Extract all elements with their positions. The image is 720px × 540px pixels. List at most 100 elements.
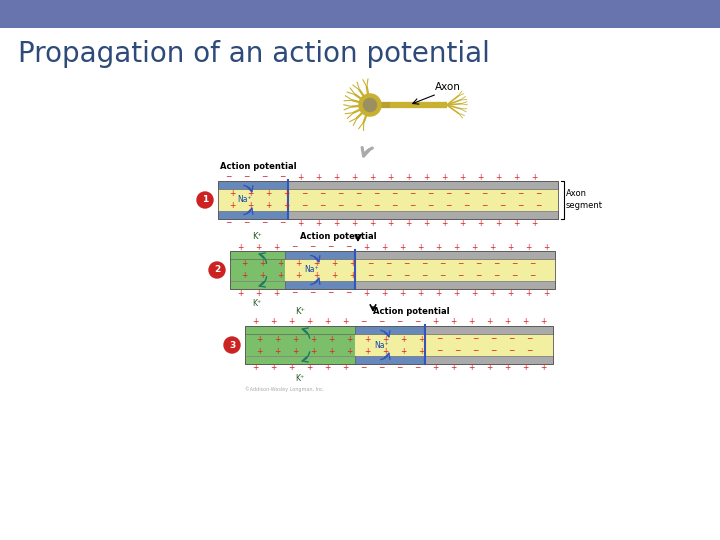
Text: +: + [274, 347, 280, 355]
Text: −: − [438, 272, 445, 280]
Text: +: + [477, 172, 483, 181]
Text: ©Addison-Wesley Longman, Inc.: ©Addison-Wesley Longman, Inc. [245, 386, 324, 391]
Text: +: + [471, 288, 477, 298]
Text: +: + [297, 219, 303, 227]
Text: +: + [453, 242, 459, 252]
Text: +: + [495, 172, 501, 181]
Text: −: − [291, 288, 297, 298]
Text: +: + [252, 318, 258, 327]
Text: +: + [292, 347, 298, 355]
Text: +: + [525, 242, 531, 252]
Text: −: − [360, 318, 366, 327]
Text: 1: 1 [202, 195, 208, 205]
Text: Na⁺: Na⁺ [374, 341, 390, 349]
Bar [245, 334, 355, 356]
Text: −: − [225, 219, 231, 227]
Text: +: + [399, 242, 405, 252]
Text: +: + [418, 347, 424, 355]
Bar [288, 211, 558, 219]
Text: +: + [513, 172, 519, 181]
Text: +: + [252, 363, 258, 373]
Text: +: + [531, 219, 537, 227]
Text: −: − [327, 288, 333, 298]
Text: −: − [301, 190, 307, 199]
Text: −: − [366, 272, 373, 280]
Text: −: − [378, 363, 384, 373]
Bar [218, 181, 558, 219]
Text: +: + [435, 288, 441, 298]
Bar [230, 259, 555, 281]
Text: +: + [450, 363, 456, 373]
Text: −: − [384, 272, 391, 280]
Bar [355, 356, 425, 364]
Text: +: + [405, 219, 411, 227]
Text: +: + [312, 272, 319, 280]
Text: −: − [454, 347, 460, 355]
Text: +: + [468, 363, 474, 373]
Bar [379, 102, 390, 108]
Text: Action potential: Action potential [300, 232, 377, 241]
Text: −: − [414, 318, 420, 327]
Text: −: − [535, 201, 541, 211]
Text: −: − [319, 190, 325, 199]
Text: +: + [310, 334, 316, 343]
Text: +: + [522, 318, 528, 327]
Bar [245, 334, 553, 356]
Text: −: − [481, 201, 487, 211]
Text: +: + [283, 190, 289, 199]
Text: −: − [492, 260, 499, 268]
Text: −: − [454, 334, 460, 343]
Bar [355, 251, 555, 259]
Text: +: + [507, 242, 513, 252]
Text: +: + [540, 363, 546, 373]
Circle shape [224, 337, 240, 353]
Text: +: + [306, 363, 312, 373]
Text: −: − [319, 201, 325, 211]
Text: −: − [337, 201, 343, 211]
Text: +: + [507, 288, 513, 298]
Text: +: + [382, 347, 388, 355]
Text: +: + [387, 219, 393, 227]
Text: −: − [517, 190, 523, 199]
Text: −: − [402, 272, 409, 280]
Text: +: + [417, 288, 423, 298]
Text: Na⁺: Na⁺ [305, 266, 319, 274]
Text: −: − [528, 260, 535, 268]
Bar [230, 281, 285, 289]
Bar [230, 251, 285, 259]
Text: +: + [381, 242, 387, 252]
Bar [288, 181, 558, 189]
Circle shape [197, 192, 213, 208]
Text: −: − [309, 242, 315, 252]
Text: +: + [315, 219, 321, 227]
Text: −: − [261, 172, 267, 181]
Text: −: − [492, 272, 499, 280]
Text: +: + [256, 334, 262, 343]
Text: −: − [301, 201, 307, 211]
Text: −: − [427, 201, 433, 211]
Text: +: + [486, 318, 492, 327]
Text: +: + [276, 272, 283, 280]
Text: −: − [420, 260, 427, 268]
Text: +: + [346, 334, 352, 343]
Text: +: + [315, 172, 321, 181]
Text: +: + [247, 201, 253, 211]
Text: +: + [346, 347, 352, 355]
Text: +: + [294, 260, 301, 268]
Text: −: − [261, 219, 267, 227]
Text: +: + [522, 363, 528, 373]
Text: +: + [237, 242, 243, 252]
Text: +: + [504, 363, 510, 373]
Bar [218, 189, 558, 211]
Text: −: − [396, 318, 402, 327]
Circle shape [209, 262, 225, 278]
Text: +: + [288, 363, 294, 373]
Text: +: + [333, 219, 339, 227]
Text: −: − [402, 260, 409, 268]
Text: +: + [333, 172, 339, 181]
Bar [218, 181, 288, 189]
Text: +: + [324, 363, 330, 373]
Text: −: − [456, 272, 463, 280]
Text: +: + [477, 219, 483, 227]
Text: −: − [490, 347, 496, 355]
